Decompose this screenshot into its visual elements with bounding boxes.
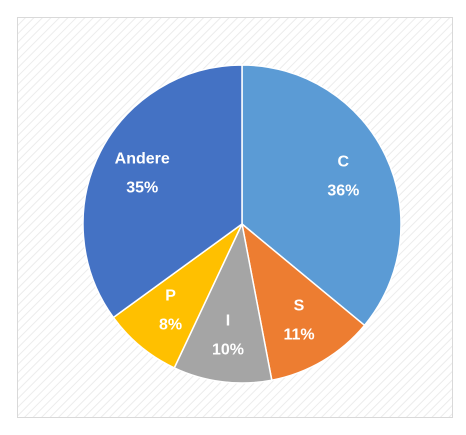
slice-value-label: 11%	[283, 327, 314, 344]
pie-slice	[82, 64, 243, 319]
slice-category-label: I	[226, 312, 230, 329]
pie-slice	[241, 64, 402, 327]
slice-category-label: Andere	[115, 150, 170, 167]
slice-value-label: 36%	[327, 183, 359, 200]
pie-slice	[173, 221, 273, 384]
pie-slice	[240, 222, 366, 382]
slice-category-label: P	[165, 288, 176, 305]
slice-value-label: 8%	[159, 317, 182, 334]
slice-category-label: C	[338, 154, 350, 171]
slice-category-label: S	[294, 298, 305, 315]
slice-value-label: 35%	[126, 179, 158, 196]
slice-value-label: 10%	[212, 341, 244, 358]
